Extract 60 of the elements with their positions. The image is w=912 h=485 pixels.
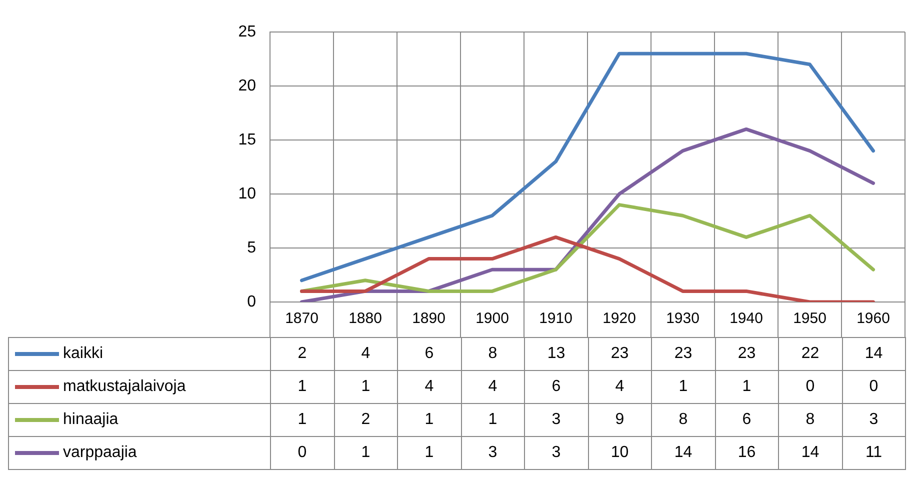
x-tick-label: 1880	[348, 310, 382, 328]
data-label: 13	[524, 338, 588, 370]
data-label: 1	[461, 404, 524, 436]
data-label: 1	[334, 436, 398, 470]
data-label: 4	[588, 370, 652, 404]
data-label: 14	[842, 338, 906, 370]
x-tick-label: 1910	[539, 310, 572, 328]
data-label: 1	[398, 436, 461, 470]
data-label: 23	[588, 338, 652, 370]
y-tick-label: 20	[238, 77, 256, 94]
data-label: 9	[588, 404, 652, 436]
data-label: 8	[461, 338, 524, 370]
data-label: 3	[461, 436, 524, 470]
data-label: 23	[652, 338, 715, 370]
data-label: 1	[652, 370, 715, 404]
data-label: 1	[270, 404, 334, 436]
legend-label: kaikki	[63, 344, 104, 362]
y-tick-label: 25	[238, 23, 256, 40]
data-label: 6	[398, 338, 461, 370]
data-label: 3	[524, 436, 588, 470]
data-label: 6	[715, 404, 778, 436]
x-tick-label: 1930	[666, 310, 700, 328]
data-label: 1	[270, 370, 334, 404]
data-label: 0	[270, 436, 334, 470]
data-label: 14	[778, 436, 842, 470]
data-label: 6	[524, 370, 588, 404]
data-label: 14	[652, 436, 715, 470]
y-tick-label: 10	[238, 185, 256, 202]
data-label: 1	[715, 370, 778, 404]
data-label: 0	[842, 370, 906, 404]
data-label: 4	[398, 370, 461, 404]
y-tick-label: 5	[247, 239, 256, 256]
data-label: 2	[270, 338, 334, 370]
x-tick-label: 1960	[856, 310, 890, 328]
data-label: 4	[461, 370, 524, 404]
data-label: 4	[334, 338, 398, 370]
x-tick-label: 1900	[476, 310, 509, 328]
legend-label: varppaajia	[63, 444, 137, 461]
x-tick-label: 1890	[412, 310, 446, 328]
data-label: 8	[778, 404, 842, 436]
x-tick-label: 1950	[793, 310, 826, 328]
data-label: 11	[842, 436, 906, 470]
data-label: 2	[334, 404, 398, 436]
legend-label: matkustajalaivoja	[63, 378, 186, 395]
x-tick-label: 1870	[285, 310, 318, 328]
data-label: 0	[778, 370, 842, 404]
y-tick-label: 15	[238, 131, 256, 148]
data-label: 1	[334, 370, 398, 404]
data-label: 10	[588, 436, 652, 470]
y-tick-label: 0	[247, 293, 256, 310]
data-label: 16	[715, 436, 778, 470]
data-label: 3	[842, 404, 906, 436]
data-label: 8	[652, 404, 715, 436]
data-label: 3	[524, 404, 588, 436]
data-label: 22	[778, 338, 842, 370]
legend-label: hinaajia	[63, 410, 118, 428]
x-tick-label: 1920	[602, 310, 636, 328]
data-label: 23	[715, 338, 778, 370]
data-label: 1	[398, 404, 461, 436]
x-tick-label: 1940	[730, 310, 763, 328]
